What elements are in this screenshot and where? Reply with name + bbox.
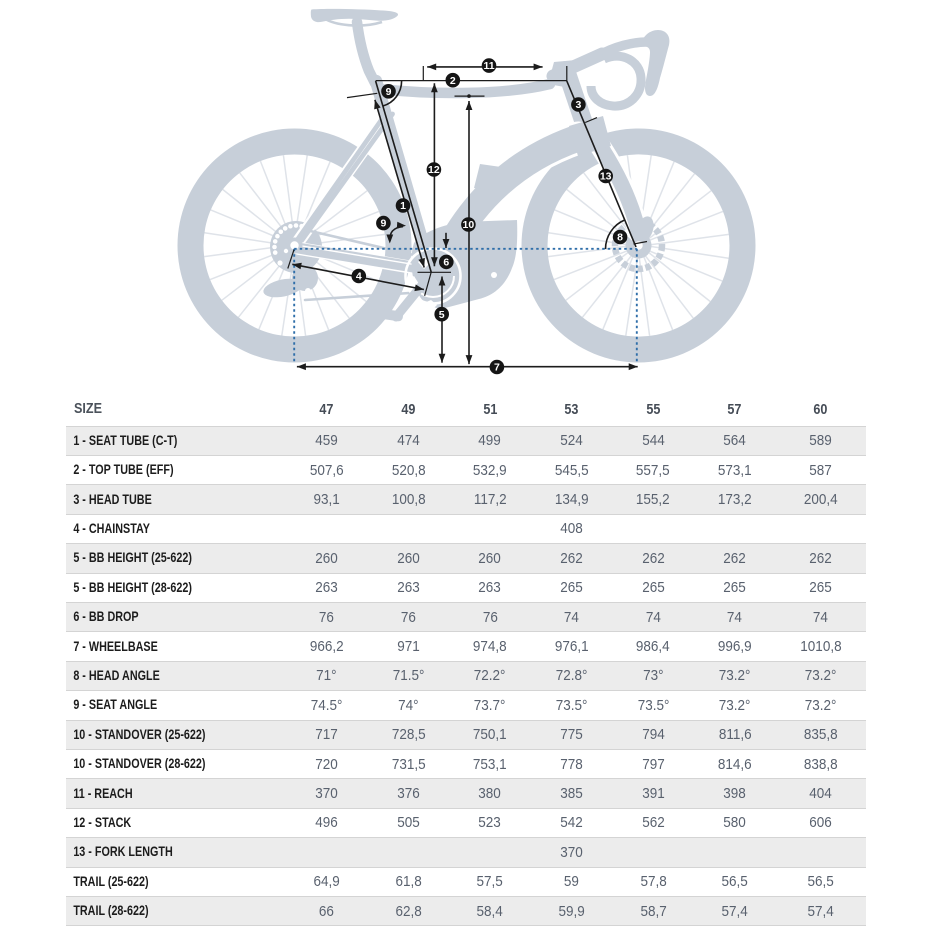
- svg-text:11: 11: [483, 60, 494, 72]
- svg-text:5: 5: [439, 309, 445, 321]
- svg-text:1: 1: [400, 200, 406, 212]
- svg-text:6: 6: [443, 257, 449, 269]
- svg-text:10: 10: [463, 219, 475, 231]
- svg-text:9: 9: [386, 86, 392, 98]
- svg-text:2: 2: [450, 75, 456, 87]
- svg-text:8: 8: [617, 232, 623, 244]
- svg-text:4: 4: [356, 271, 362, 283]
- svg-text:13: 13: [600, 171, 612, 183]
- svg-text:9: 9: [380, 218, 386, 230]
- svg-text:12: 12: [428, 164, 440, 176]
- svg-text:7: 7: [494, 362, 500, 374]
- svg-text:3: 3: [575, 99, 581, 111]
